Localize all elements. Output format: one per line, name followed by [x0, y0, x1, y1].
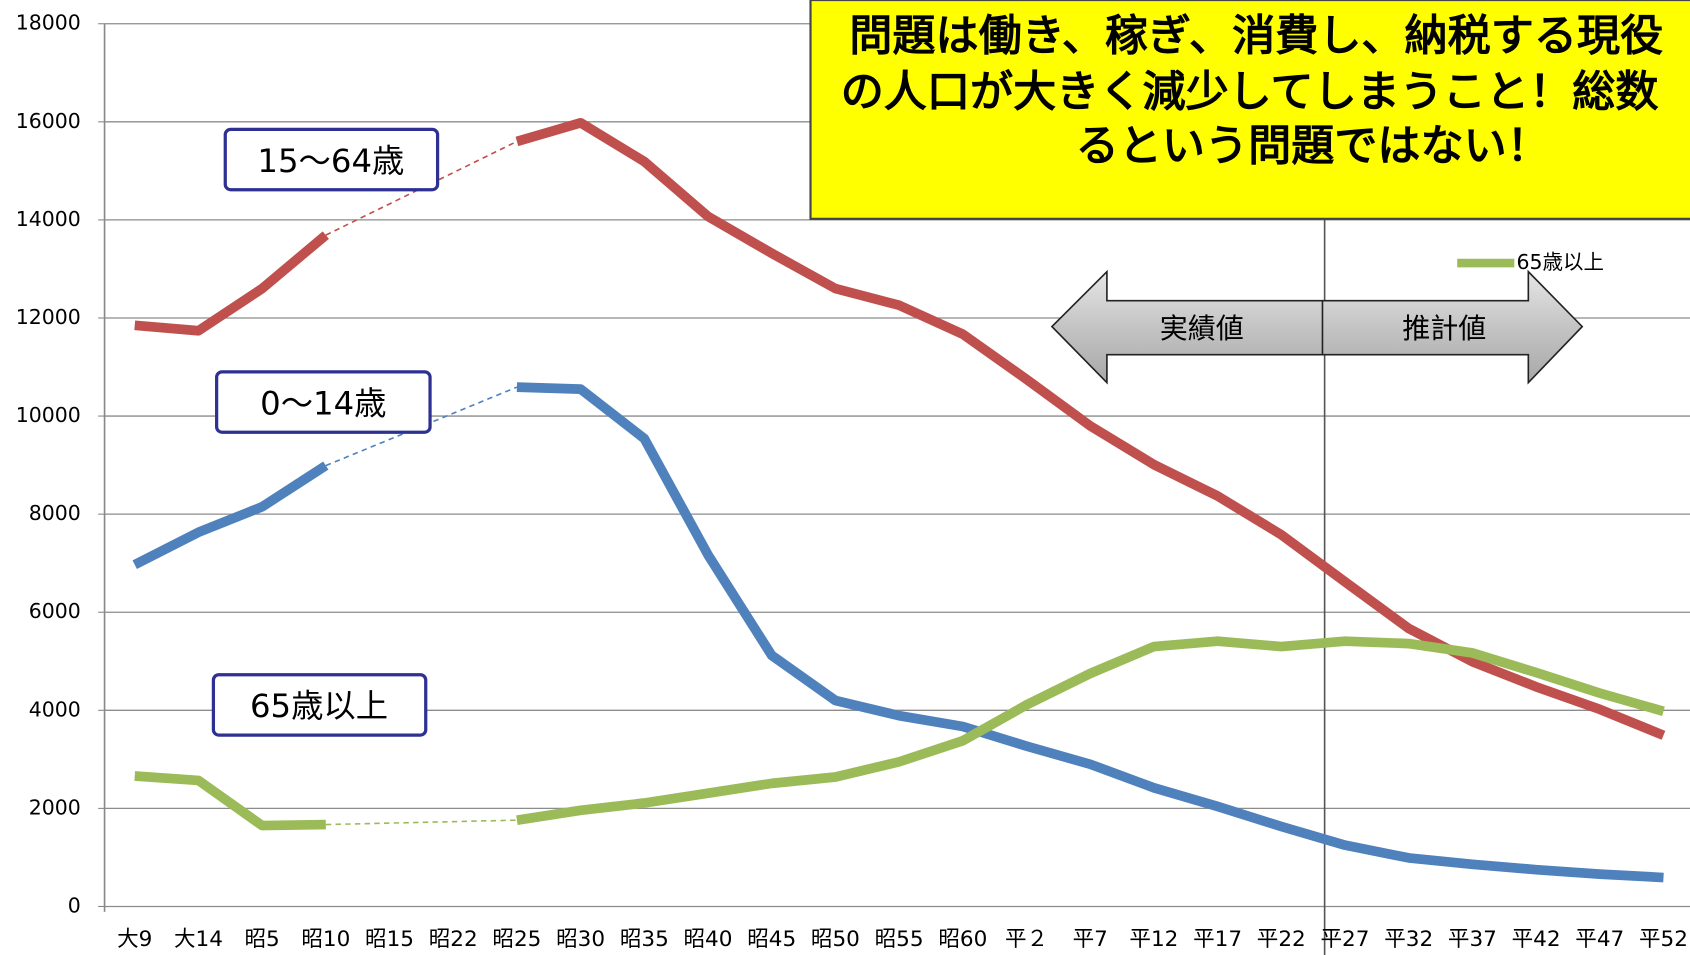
period-arrow	[1050, 269, 1584, 385]
y-tick-label: 16000	[16, 109, 81, 133]
x-tick-label: 大14	[174, 927, 223, 952]
x-tick-label: 昭55	[875, 927, 924, 952]
x-tick-label: 昭10	[301, 927, 350, 952]
x-tick-label: 昭15	[365, 927, 414, 952]
x-tick-label: 平22	[1257, 927, 1306, 952]
arrow-label: 推計値	[1402, 312, 1486, 345]
x-tick-label: 昭45	[747, 927, 796, 952]
x-tick-label: 昭50	[811, 927, 860, 952]
gap-connector	[325, 140, 518, 236]
series-label: 65歳以上	[250, 687, 388, 725]
legend: 65歳以上	[1457, 250, 1604, 274]
x-tick-label: 昭40	[684, 927, 733, 952]
y-tick-label: 8000	[29, 501, 81, 525]
x-tick-label: 大9	[117, 927, 152, 952]
series-label-box	[223, 127, 440, 192]
note-line: の人口が大きく減少してしまうこと！総数	[841, 67, 1660, 117]
x-tick-label: 平7	[1073, 927, 1108, 952]
x-tick-label: 昭5	[244, 927, 279, 952]
x-tick-label: 平52	[1639, 927, 1688, 952]
y-tick-label: 10000	[16, 403, 81, 427]
x-tick-label: 昭25	[492, 927, 541, 952]
x-tick-label: 昭22	[429, 927, 478, 952]
x-tick-label: 平27	[1321, 927, 1370, 952]
y-tick-label: 18000	[16, 11, 81, 35]
series-label-box	[211, 673, 428, 737]
y-tick-label: 2000	[29, 795, 81, 819]
x-tick-label: 昭60	[938, 927, 987, 952]
x-tick-label: 昭30	[556, 927, 605, 952]
x-tick-label: 平42	[1512, 927, 1561, 952]
x-tick-label: 平32	[1384, 927, 1433, 952]
gap-connector	[325, 386, 518, 467]
x-tick-label: 昭35	[620, 927, 669, 952]
lines	[132, 117, 1666, 883]
note-box	[809, 0, 1690, 220]
x-tick-label: 平47	[1575, 927, 1624, 952]
legend-label: 65歳以上	[1516, 250, 1603, 274]
y-tick-label: 12000	[16, 305, 81, 329]
series-label-box	[215, 370, 432, 434]
x-tick-label: 平17	[1193, 927, 1242, 952]
y-tick-label: 14000	[16, 207, 81, 231]
gap-connector	[325, 819, 517, 826]
x-tick-label: 平２	[1005, 927, 1048, 952]
arrow-label: 実績値	[1160, 312, 1244, 345]
series-label: 15～64歳	[257, 142, 404, 180]
series-label: 0～14歳	[260, 384, 386, 422]
series-line	[134, 117, 1666, 740]
note-line: るという問題ではない！	[1076, 121, 1550, 171]
x-tick-label: 平12	[1129, 927, 1178, 952]
x-tick-label: 平37	[1448, 927, 1497, 952]
y-tick-label: 4000	[29, 697, 81, 721]
note-line: 問題は働き、稼ぎ、消費し、納税する現役	[849, 11, 1663, 61]
series-line	[132, 382, 1664, 883]
y-tick-label: 6000	[29, 599, 81, 623]
series-line	[134, 636, 1665, 831]
y-tick-label: 0	[68, 893, 81, 917]
